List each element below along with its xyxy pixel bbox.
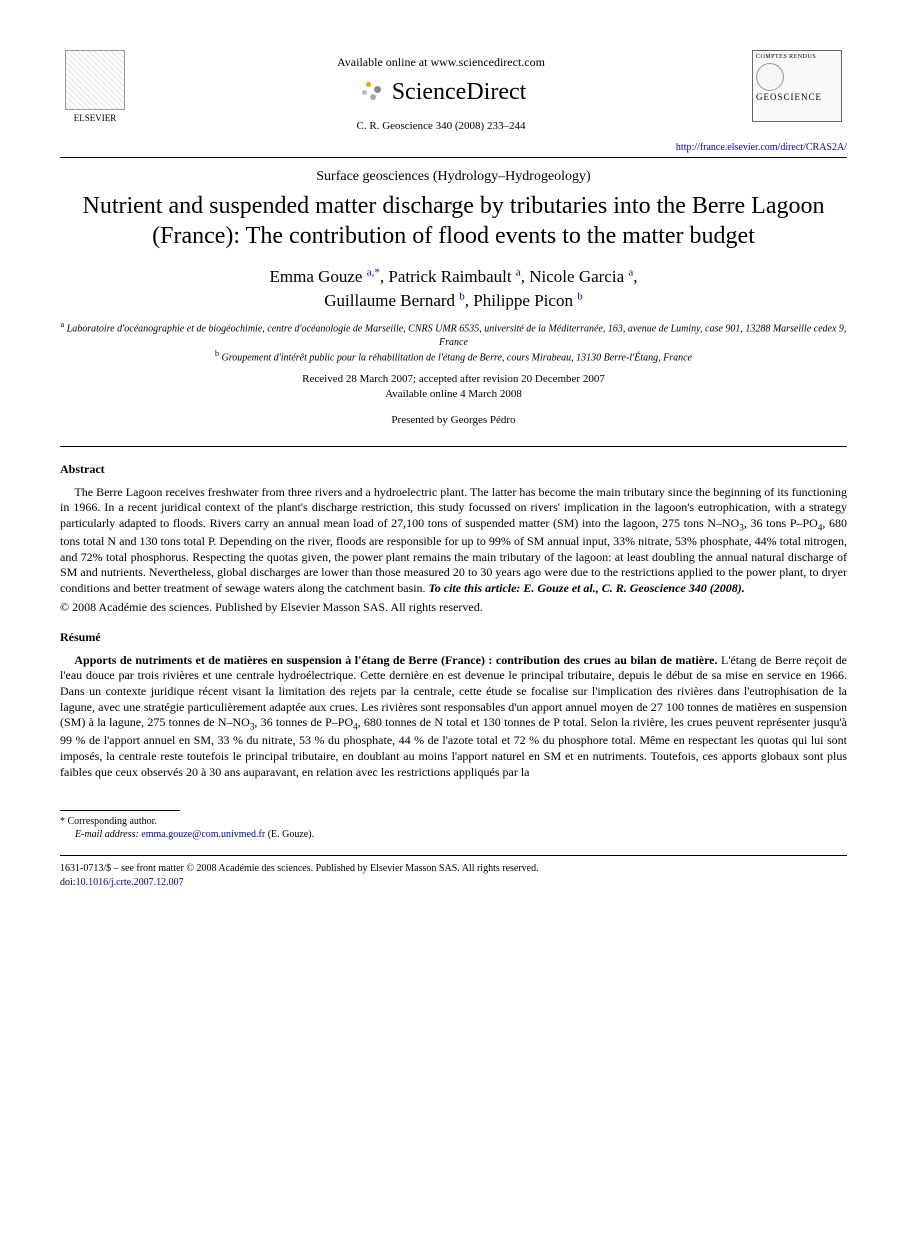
abstract-heading: Abstract (60, 461, 847, 477)
doi-label: doi: (60, 877, 76, 888)
authors-line1-comma: , (633, 267, 637, 286)
journal-box-name: GEOSCIENCE (756, 93, 838, 103)
journal-cover: COMPTES RENDUS GEOSCIENCE (752, 50, 847, 122)
abstract-text-1: The Berre Lagoon receives freshwater fro… (60, 485, 847, 530)
author-1: Emma Gouze (269, 267, 362, 286)
footnote-rule (60, 810, 180, 811)
resume-heading: Résumé (60, 629, 847, 645)
author-2: , Patrick Raimbault (380, 267, 512, 286)
abstract-text-2: , 36 tons P–PO (744, 516, 818, 530)
email-line: E-mail address: emma.gouze@com.univmed.f… (60, 828, 847, 841)
resume-lead: Apports de nutriments et de matières en … (74, 653, 717, 667)
footer-block: 1631-0713/$ – see front matter © 2008 Ac… (60, 862, 847, 889)
affil-a-text: Laboratoire d'océanographie et de biogéo… (67, 324, 847, 348)
sciencedirect-text: ScienceDirect (392, 76, 527, 108)
sciencedirect-logo: ScienceDirect (130, 76, 752, 108)
affil-b-text: Groupement d'intérêt public pour la réha… (221, 352, 692, 363)
front-matter-rule (60, 446, 847, 447)
footer-rule (60, 855, 847, 856)
authors-block: Emma Gouze a,*, Patrick Raimbault a, Nic… (60, 265, 847, 313)
issn-copyright-line: 1631-0713/$ – see front matter © 2008 Ac… (60, 862, 847, 876)
email-link[interactable]: emma.gouze@com.univmed.fr (141, 829, 265, 840)
citation-line: C. R. Geoscience 340 (2008) 233–244 (130, 119, 752, 134)
journal-cover-box: COMPTES RENDUS GEOSCIENCE (752, 50, 842, 122)
abstract-copyright: © 2008 Académie des sciences. Published … (60, 599, 847, 615)
corr-star-icon: * Corresponding author. (60, 816, 157, 827)
available-line: Available online 4 March 2008 (385, 388, 522, 400)
resume-body: Apports de nutriments et de matières en … (60, 653, 847, 780)
author-3: , Nicole Garcia (521, 267, 624, 286)
doi-link[interactable]: 10.1016/j.crte.2007.12.007 (76, 877, 184, 888)
journal-seal-icon (756, 63, 784, 91)
resume-text-2: , 36 tonnes de P–PO (254, 715, 353, 729)
elsevier-tree-icon (65, 50, 125, 110)
available-online-text: Available online at www.sciencedirect.co… (130, 54, 752, 70)
elsevier-logo: ELSEVIER (60, 50, 130, 124)
sciencedirect-dots-icon (356, 80, 386, 104)
section-label: Surface geosciences (Hydrology–Hydrogeol… (60, 168, 847, 187)
abstract-body: The Berre Lagoon receives freshwater fro… (60, 485, 847, 597)
doi-line: doi:10.1016/j.crte.2007.12.007 (60, 876, 847, 890)
center-header: Available online at www.sciencedirect.co… (130, 50, 752, 135)
affiliations-block: a Laboratoire d'océanographie et de biog… (60, 320, 847, 364)
article-title: Nutrient and suspended matter discharge … (60, 191, 847, 251)
page-header: ELSEVIER Available online at www.science… (60, 50, 847, 135)
affil-a-marker: a (61, 320, 65, 329)
received-line: Received 28 March 2007; accepted after r… (302, 373, 605, 385)
author-5-affil[interactable]: b (577, 290, 583, 302)
affil-b-marker: b (215, 349, 219, 358)
header-rule (60, 157, 847, 158)
email-label: E-mail address: (75, 829, 139, 840)
presented-by: Presented by Georges Pédro (60, 413, 847, 428)
author-4: Guillaume Bernard (324, 291, 455, 310)
history-dates: Received 28 March 2007; accepted after r… (60, 372, 847, 403)
publisher-name: ELSEVIER (60, 112, 130, 124)
journal-url[interactable]: http://france.elsevier.com/direct/CRAS2A… (60, 141, 847, 155)
corresponding-author-label: * Corresponding author. (60, 815, 847, 828)
author-5: , Philippe Picon (465, 291, 573, 310)
email-suffix: (E. Gouze). (268, 829, 314, 840)
cite-this-article: To cite this article: E. Gouze et al., C… (429, 581, 745, 595)
footnote-block: * Corresponding author. E-mail address: … (60, 815, 847, 841)
journal-box-top: COMPTES RENDUS (756, 54, 838, 61)
